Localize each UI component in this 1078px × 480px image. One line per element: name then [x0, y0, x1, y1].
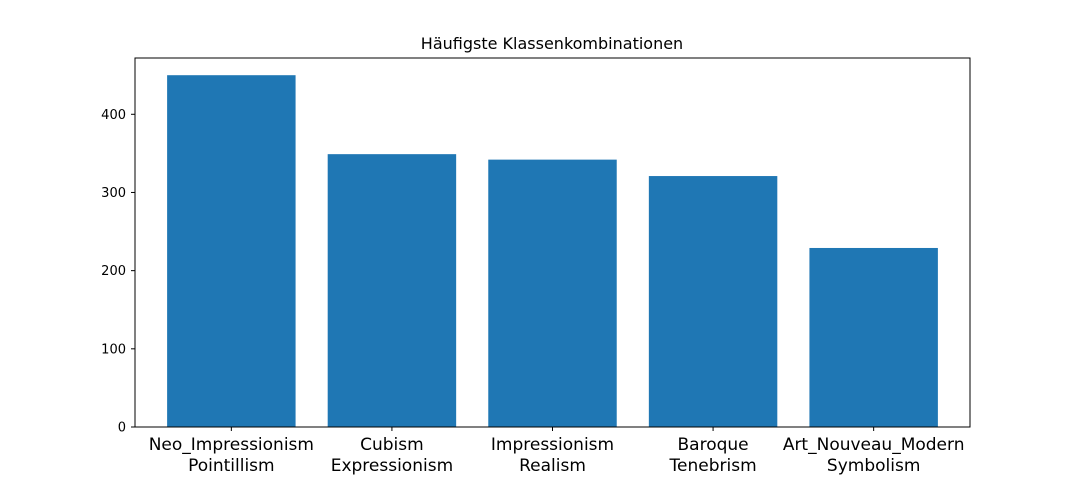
x-tick-label-0: Neo_Impressionism Pointillism	[149, 435, 314, 476]
y-tick-label-4: 400	[101, 108, 126, 123]
y-tick-label-1: 100	[101, 342, 126, 357]
chart-title: Häufigste Klassenkombinationen	[421, 34, 683, 53]
axes-frame	[134, 57, 971, 428]
bar-0	[167, 75, 296, 427]
x-tick-label-3: Baroque Tenebrism	[669, 435, 757, 476]
y-axis: 0 100 200 300 400	[101, 108, 135, 436]
x-axis: Neo_Impressionism Pointillism Cubism Expres…	[149, 427, 965, 476]
y-tick-label-0: 0	[118, 421, 126, 436]
bar-1	[327, 154, 457, 427]
y-tick-label-2: 200	[101, 264, 126, 279]
bar-2	[488, 159, 617, 428]
bar-4	[809, 247, 938, 427]
bars-group	[167, 75, 938, 428]
x-tick-label-4: Art_Nouveau_Modern Symbolism	[783, 435, 965, 476]
bar-3	[648, 176, 778, 427]
x-tick-label-1: Cubism Expressionism	[331, 435, 453, 476]
y-tick-label-3: 300	[101, 186, 126, 201]
x-tick-label-2: Impressionism Realism	[491, 435, 614, 476]
